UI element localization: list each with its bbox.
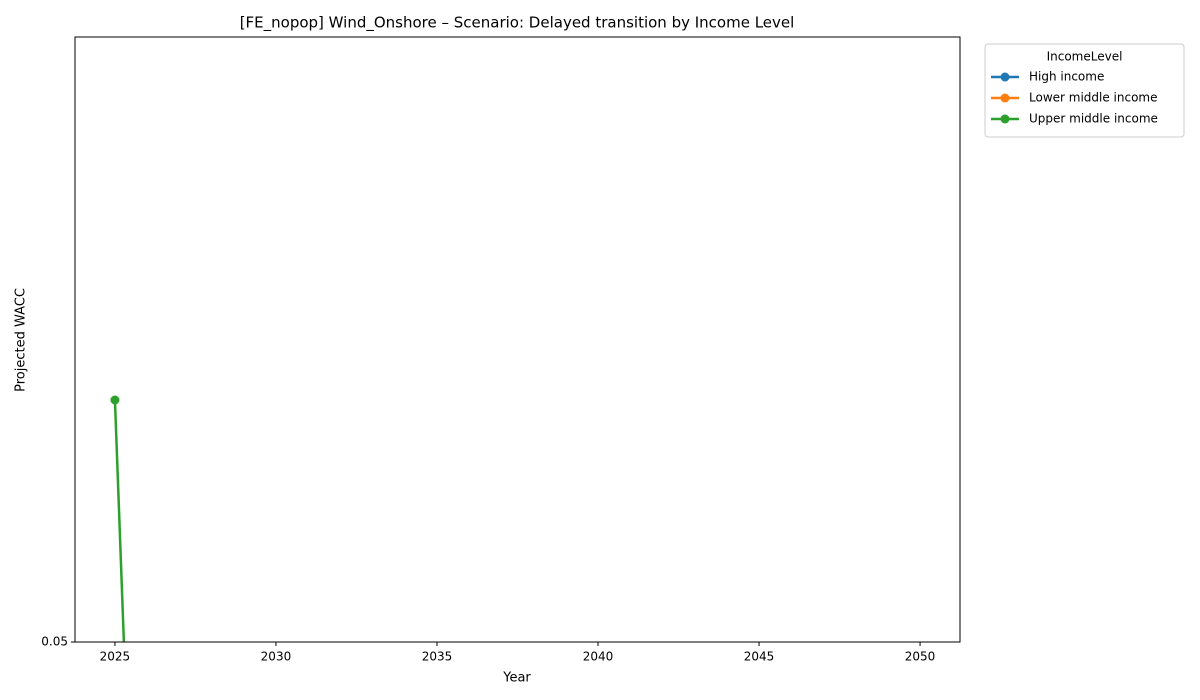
series-line	[113, 399, 126, 642]
legend-box	[984, 43, 1185, 138]
legend-label: Lower middle income	[1029, 91, 1158, 105]
plot-area	[110, 395, 126, 642]
x-tick-label: 2050	[905, 650, 936, 664]
y-axis-label: Projected WACC	[14, 288, 29, 392]
legend-label: High income	[1029, 70, 1104, 84]
data-point	[110, 395, 120, 405]
chart-title: [FE_nopop] Wind_Onshore – Scenario: Dela…	[240, 14, 795, 33]
x-tick-label: 2040	[583, 650, 614, 664]
x-tick-label: 2045	[744, 650, 775, 664]
plot-frame	[74, 36, 961, 643]
x-axis-label: Year	[502, 671, 531, 686]
y-tick-label: 0.05	[41, 635, 68, 649]
legend-title: IncomeLevel	[1047, 50, 1123, 64]
legend-marker	[1000, 72, 1010, 82]
x-tick-label: 2025	[100, 650, 131, 664]
x-tick-label: 2030	[261, 650, 292, 664]
legend-marker	[1000, 93, 1010, 103]
x-tick-label: 2035	[422, 650, 453, 664]
legend-label: Upper middle income	[1029, 112, 1158, 126]
legend-marker	[1000, 114, 1010, 124]
legend: IncomeLevel High income Lower middle incom…	[984, 43, 1185, 138]
